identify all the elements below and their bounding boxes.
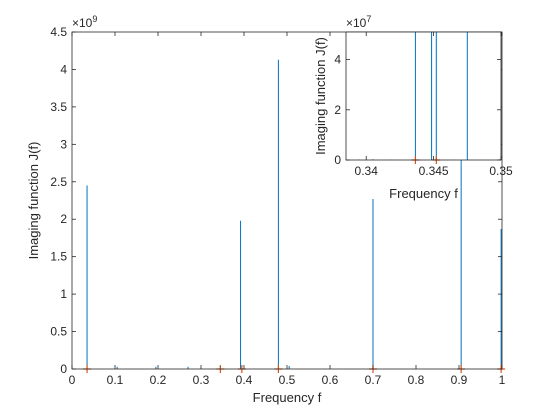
main-ytick-label-6: 3: [60, 137, 67, 151]
main-xtick-label-9: 0.9: [451, 373, 468, 387]
main-ytick-label-1: 0.5: [50, 325, 67, 339]
inset-ytick-label-2: 4: [334, 53, 341, 67]
main-xtick-label-0: 0: [69, 373, 76, 387]
main-y-axis-label: Imaging function J(f): [26, 142, 41, 260]
main-xtick-label-7: 0.7: [365, 373, 382, 387]
main-ytick-label-5: 2.5: [50, 175, 67, 189]
inset-exponent-label: ×107: [346, 14, 371, 30]
main-ytick-label-3: 1.5: [50, 250, 67, 264]
inset-ytick-label-0: 0: [334, 153, 341, 167]
inset-xtick-label-1: 0.345: [419, 164, 449, 178]
inset-xtick-label-2: 0.35: [489, 164, 513, 178]
inset-plot-area: [346, 32, 501, 160]
inset-ytick-label-1: 2: [334, 103, 341, 117]
main-ytick-label-0: 0: [60, 362, 67, 376]
inset-axes: 0.34 0.345 0.35 0 2 4 ×107 Frequency f Imaging f…: [313, 14, 513, 201]
inset-axes-box: [345, 31, 502, 161]
main-xtick-label-10: 1: [499, 373, 506, 387]
main-xtick-label-8: 0.8: [408, 373, 425, 387]
main-xtick-label-5: 0.5: [279, 373, 296, 387]
inset-x-axis-label: Frequency f: [389, 186, 458, 201]
inset-xtick-label-0: 0.34: [355, 164, 379, 178]
main-ytick-label-4: 2: [60, 212, 67, 226]
main-xtick-label-1: 0.1: [107, 373, 124, 387]
main-xtick-label-6: 0.6: [322, 373, 339, 387]
main-ytick-label-2: 1: [60, 287, 67, 301]
inset-y-axis-label: Imaging function J(f): [313, 37, 328, 155]
main-x-axis-label: Frequency f: [253, 390, 322, 405]
main-ytick-label-7: 3.5: [50, 100, 67, 114]
main-ytick-label-8: 4: [60, 62, 67, 76]
main-xtick-label-2: 0.2: [150, 373, 167, 387]
main-exponent-label: ×109: [72, 14, 97, 30]
main-xtick-label-4: 0.4: [236, 373, 253, 387]
main-xtick-label-3: 0.3: [193, 373, 210, 387]
main-ytick-label-9: 4.5: [50, 25, 67, 39]
